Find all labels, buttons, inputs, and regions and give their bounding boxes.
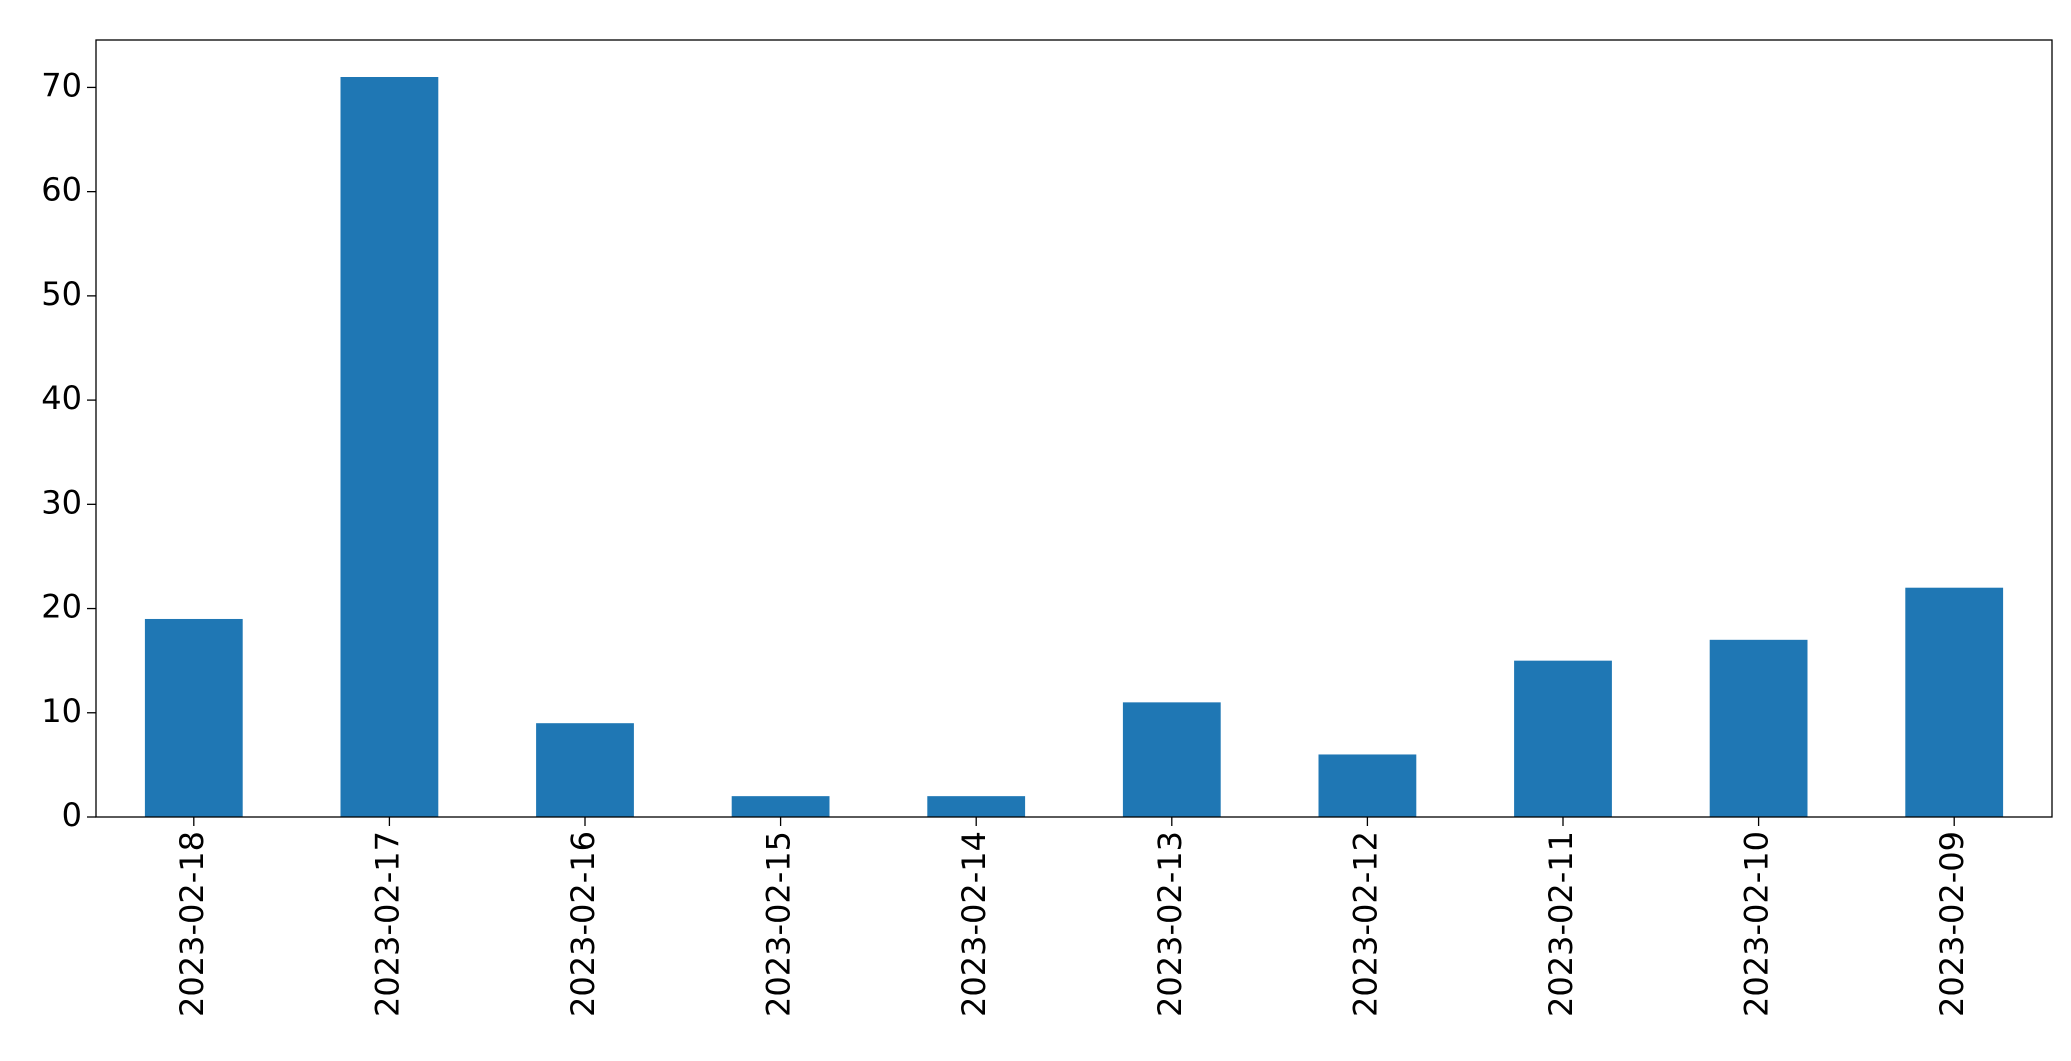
x-tick-label: 2023-02-18 (173, 831, 211, 1017)
y-tick-label: 60 (41, 171, 82, 209)
bar (927, 796, 1026, 817)
x-tick-label: 2023-02-10 (1738, 831, 1776, 1017)
bar (536, 723, 634, 817)
x-tick-label: 2023-02-17 (368, 831, 406, 1017)
y-tick-label: 40 (41, 379, 82, 417)
plot-frame (95, 39, 2053, 818)
y-tick-label: 50 (41, 275, 82, 313)
x-tick-label: 2023-02-16 (564, 831, 602, 1017)
x-tick-label: 2023-02-12 (1346, 831, 1384, 1017)
y-tick-label: 70 (41, 66, 82, 104)
x-tick-label: 2023-02-11 (1542, 831, 1580, 1017)
x-tick-label: 2023-02-13 (1151, 831, 1189, 1017)
y-tick-label: 30 (41, 483, 82, 521)
y-tick-label: 0 (62, 796, 82, 834)
bar (1514, 660, 1612, 817)
y-tick-label: 10 (41, 692, 82, 730)
bar (144, 618, 243, 817)
y-tick-label: 20 (41, 588, 82, 626)
x-tick-label: 2023-02-15 (760, 831, 798, 1017)
bar (340, 77, 439, 817)
x-tick-label: 2023-02-14 (955, 831, 993, 1017)
bar (731, 796, 830, 817)
bar (1709, 639, 1808, 817)
bar (1122, 702, 1221, 817)
bar (1905, 587, 2004, 817)
bar (1318, 754, 1417, 817)
x-tick-label: 2023-02-09 (1933, 831, 1971, 1017)
